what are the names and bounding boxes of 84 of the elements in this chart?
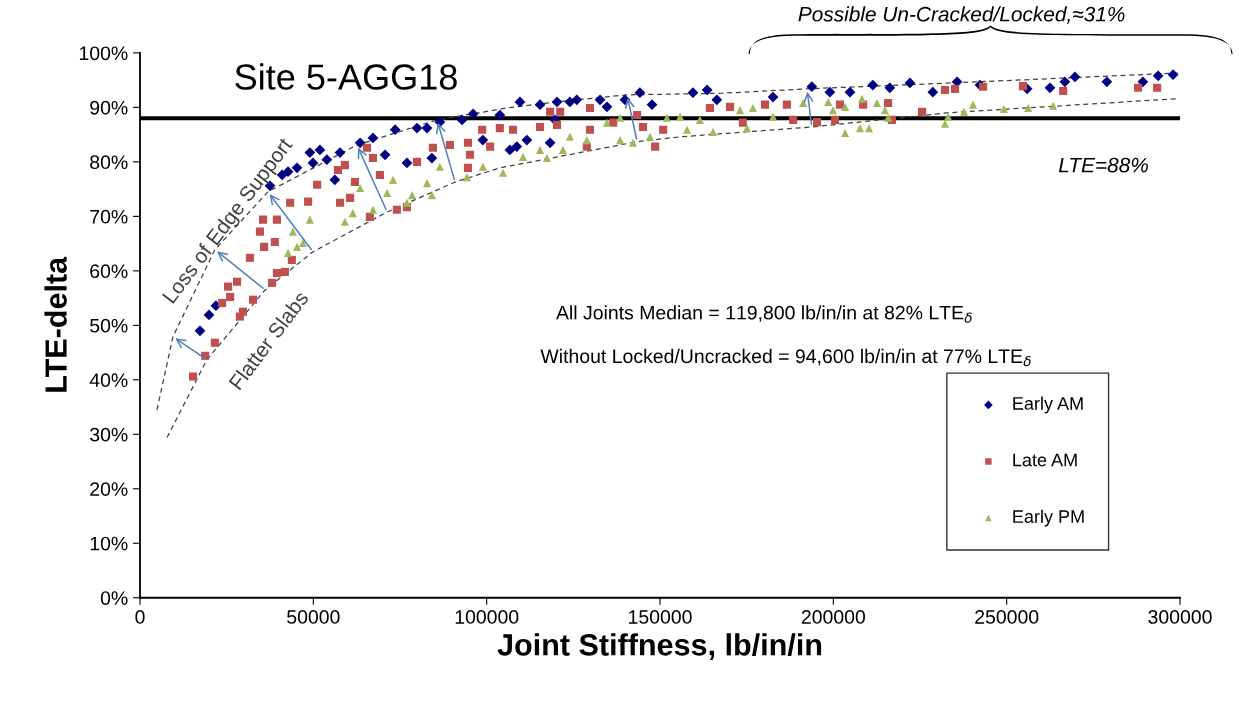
point bbox=[348, 209, 357, 218]
point bbox=[383, 188, 392, 197]
point bbox=[435, 162, 444, 171]
point bbox=[662, 113, 671, 122]
point bbox=[676, 112, 685, 121]
point bbox=[305, 215, 314, 224]
point bbox=[864, 124, 874, 133]
point bbox=[736, 106, 745, 115]
point bbox=[1049, 101, 1058, 110]
point bbox=[824, 97, 833, 106]
y-tick-label: 80% bbox=[90, 155, 128, 170]
legend-label: Early PM bbox=[1013, 509, 1084, 527]
point bbox=[628, 138, 638, 147]
point bbox=[940, 119, 950, 128]
point bbox=[708, 127, 718, 136]
point bbox=[565, 132, 574, 141]
point bbox=[944, 112, 953, 121]
point bbox=[283, 248, 293, 257]
point bbox=[288, 227, 297, 236]
point bbox=[841, 128, 850, 138]
point bbox=[695, 115, 704, 124]
point bbox=[748, 103, 757, 112]
point bbox=[408, 191, 417, 200]
point bbox=[542, 154, 552, 163]
point bbox=[855, 124, 865, 133]
y-tick-label: 90% bbox=[90, 100, 128, 115]
y-tick-label: 10% bbox=[90, 536, 128, 551]
point bbox=[402, 198, 411, 207]
annotation: Without Locked/Uncracked = 94,600 lb/in/in at 77% LTE$_{δ}$ bbox=[540, 348, 1031, 367]
point bbox=[427, 191, 436, 200]
point bbox=[389, 175, 398, 184]
y-tick-label: 70% bbox=[90, 209, 128, 224]
point bbox=[841, 102, 850, 111]
point bbox=[478, 162, 487, 171]
ref-line-label: LTE=88% bbox=[1058, 157, 1148, 173]
x-tick-label: 250000 bbox=[975, 610, 1039, 624]
point bbox=[742, 124, 752, 133]
x-tick-label: 100000 bbox=[455, 610, 519, 624]
x-tick-label: 150000 bbox=[629, 610, 692, 624]
point bbox=[582, 136, 591, 145]
point bbox=[292, 242, 302, 251]
point bbox=[298, 239, 307, 248]
point bbox=[422, 179, 432, 188]
y-tick-label: 50% bbox=[90, 318, 128, 333]
point bbox=[858, 94, 867, 103]
x-axis-title: Joint Stiffness, lb/in/in bbox=[497, 633, 822, 661]
point bbox=[645, 132, 654, 141]
y-tick-label: 60% bbox=[90, 264, 128, 279]
point bbox=[519, 152, 528, 162]
point bbox=[498, 168, 508, 177]
legend-label: Late AM bbox=[1013, 453, 1077, 467]
point bbox=[959, 107, 969, 116]
point bbox=[799, 98, 808, 108]
point bbox=[602, 118, 612, 127]
point bbox=[616, 113, 625, 122]
x-tick-label: 200000 bbox=[801, 610, 866, 624]
point bbox=[356, 183, 365, 193]
point bbox=[880, 106, 890, 115]
legend-label: Early AM bbox=[1013, 396, 1083, 414]
y-tick-label: 40% bbox=[89, 373, 128, 388]
point bbox=[768, 112, 778, 121]
annotation: All Joints Median = 119,800 lb/in/in at 82% LTE$_{δ}$ bbox=[556, 305, 972, 323]
y-tick-label: 30% bbox=[90, 427, 128, 442]
point bbox=[1024, 103, 1033, 112]
x-tick-label: 50000 bbox=[287, 610, 340, 624]
point bbox=[616, 136, 625, 145]
y-axis-title: LTE-delta bbox=[44, 256, 67, 392]
y-tick-label: 100% bbox=[79, 46, 128, 61]
point bbox=[340, 217, 349, 226]
point bbox=[682, 125, 692, 134]
point bbox=[872, 98, 882, 108]
y-tick-label: 0% bbox=[100, 591, 128, 605]
point bbox=[462, 173, 471, 182]
point bbox=[828, 106, 838, 115]
x-tick-label: 300000 bbox=[1148, 610, 1212, 624]
chart-title: Site 5-AGG18 bbox=[235, 63, 457, 90]
point bbox=[558, 145, 567, 154]
y-tick-label: 20% bbox=[90, 482, 128, 497]
x-tick-label: 0 bbox=[135, 610, 145, 624]
point bbox=[968, 100, 978, 109]
point bbox=[368, 205, 378, 214]
point bbox=[536, 145, 545, 154]
point bbox=[999, 104, 1008, 114]
text: Possible Un-Cracked/Locked,≈31% bbox=[798, 6, 1125, 25]
